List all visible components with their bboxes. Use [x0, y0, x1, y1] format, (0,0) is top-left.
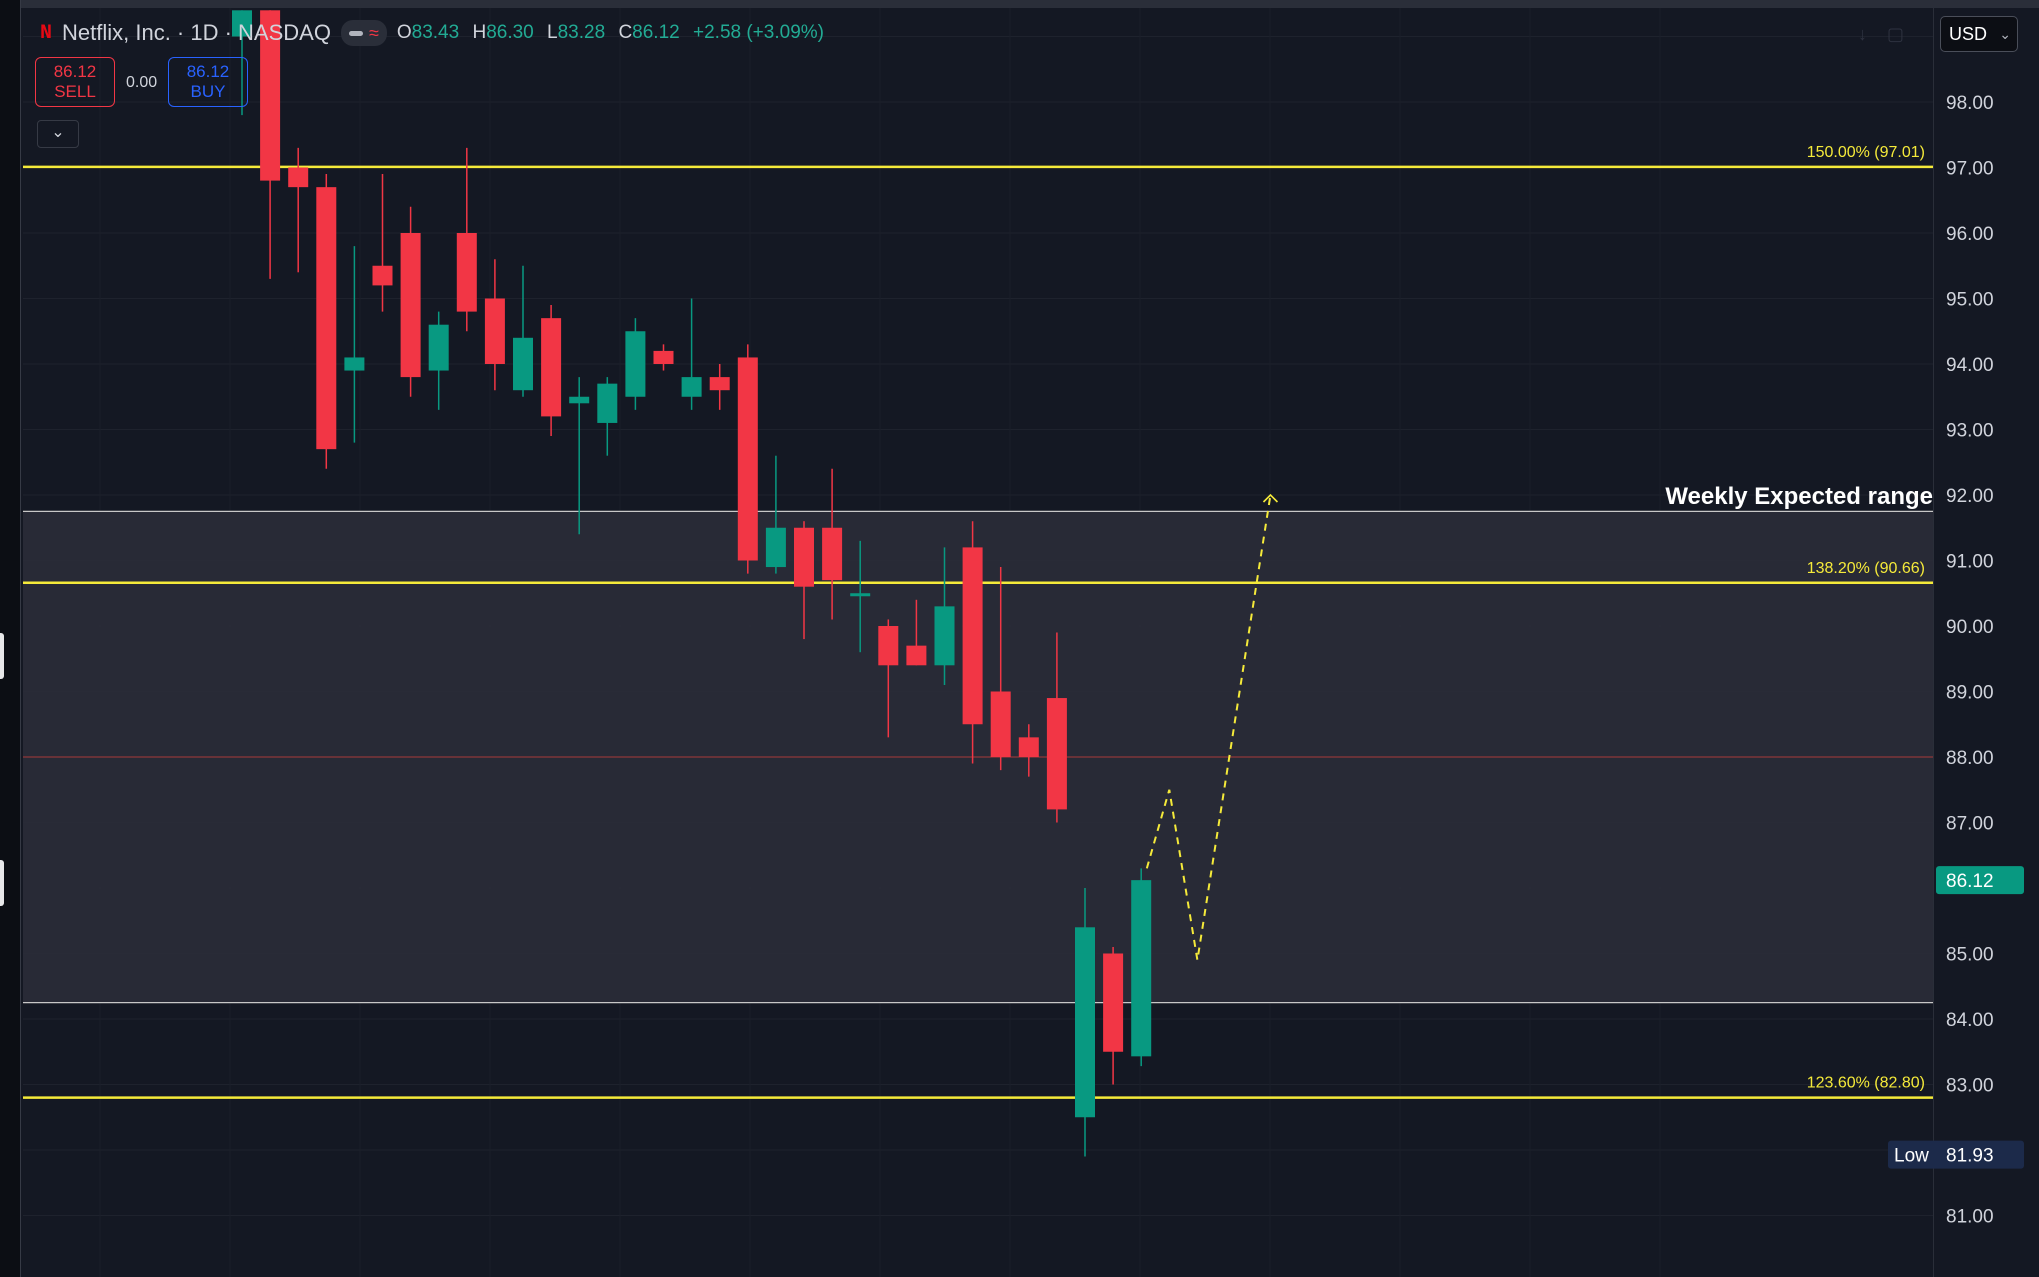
currency-select[interactable]: USD ⌄ — [1940, 16, 2018, 52]
candle-body — [737, 357, 758, 561]
range-label: Weekly Expected range — [1665, 483, 1933, 510]
chevron-down-icon: ⌄ — [51, 124, 65, 141]
minus-icon — [348, 30, 363, 36]
tick-label: 98.00 — [1946, 93, 1994, 114]
netflix-logo-icon: N — [40, 21, 53, 45]
candle-body — [456, 233, 477, 312]
candle-body — [400, 233, 421, 378]
buy-label: BUY — [190, 82, 226, 101]
price-badges: 86.12 Low 81.93 — [1888, 866, 2024, 1169]
candle-body — [316, 187, 337, 450]
chevron-down-icon: ⌄ — [1999, 26, 2011, 42]
candle-body — [1131, 880, 1152, 1057]
candle-body — [288, 167, 309, 188]
tick-label: 97.00 — [1946, 159, 1994, 180]
low-value: 83.28 — [557, 22, 606, 43]
candle-body — [597, 383, 618, 423]
candle-body — [344, 357, 365, 371]
visibility-toggle[interactable]: ≈ — [340, 20, 387, 46]
last-price-label: 86.12 — [1946, 871, 1994, 892]
candle-body — [906, 645, 927, 666]
candle-body — [934, 606, 955, 666]
candle-body — [513, 337, 533, 391]
candle-body — [1075, 927, 1095, 1118]
candle-body — [1103, 953, 1124, 1052]
symbol-legend: N Netflix, Inc. · 1D · NASDAQ ≈ O83.43 H… — [40, 20, 824, 46]
candle-body — [794, 527, 814, 587]
buy-price: 86.12 — [186, 62, 230, 81]
tick-label: 81.00 — [1946, 1207, 1994, 1228]
tick-label: 94.00 — [1946, 355, 1994, 376]
tick-label: 96.00 — [1946, 224, 1994, 245]
projection-line — [1145, 494, 1272, 961]
candle-body — [962, 547, 983, 725]
ohlc-values: O83.43 H86.30 L83.28 C86.12 +2.58 (+3.09… — [396, 22, 824, 43]
candle-body — [484, 298, 505, 364]
candle-body — [569, 396, 590, 404]
high-value: 86.30 — [486, 22, 534, 43]
price-axis: 98.00 97.00 96.00 95.00 94.00 93.00 92.00 91.00… — [1933, 8, 1994, 1277]
low-label: Low — [1894, 1146, 1929, 1167]
sell-price: 86.12 — [53, 62, 97, 81]
candle-body — [1018, 737, 1039, 757]
left-toolbar — [0, 0, 21, 1277]
candle-body — [232, 10, 252, 37]
tick-label: 85.00 — [1946, 945, 1994, 966]
toolbar-icons: ↓▢ — [1858, 24, 1924, 45]
tick-label: 83.00 — [1946, 1076, 1994, 1097]
candles — [232, 10, 1152, 1157]
fib-label: 150.00% (97.01) — [1807, 144, 1925, 161]
candle-body — [990, 691, 1011, 757]
tick-label: 93.00 — [1946, 421, 1994, 442]
top-border — [0, 0, 2039, 8]
candle-body — [709, 377, 730, 391]
candle-body — [850, 593, 871, 597]
arrow-down-icon[interactable]: ↓ — [1858, 24, 1887, 44]
tick-label: 92.00 — [1946, 486, 1994, 507]
tick-label: 89.00 — [1946, 683, 1994, 704]
candle-body — [372, 265, 393, 286]
arrow-head-icon — [1262, 493, 1279, 503]
candle-body — [653, 350, 674, 364]
fib-label: 138.20% (90.66) — [1807, 560, 1925, 577]
sell-button[interactable]: 86.12 SELL — [35, 57, 115, 107]
tick-label: 95.00 — [1946, 290, 1994, 311]
tick-label: 91.00 — [1946, 552, 1994, 573]
candle-body — [260, 10, 281, 181]
tick-label: 87.00 — [1946, 814, 1994, 835]
candle-body — [428, 324, 449, 371]
wave-icon: ≈ — [368, 23, 379, 43]
candle-body — [541, 318, 562, 417]
tick-label: 90.00 — [1946, 617, 1994, 638]
square-icon[interactable]: ▢ — [1887, 24, 1925, 44]
low-badge — [1888, 1140, 2024, 1169]
sell-label: SELL — [54, 82, 96, 101]
close-value: 86.12 — [632, 22, 680, 43]
last-price-badge — [1936, 866, 2024, 895]
side-panel-tab[interactable] — [0, 633, 4, 679]
tick-label: 84.00 — [1946, 1010, 1994, 1031]
candle-body — [822, 527, 843, 581]
candle-body — [625, 331, 646, 397]
buy-button[interactable]: 86.12 BUY — [168, 57, 248, 107]
symbol-title[interactable]: Netflix, Inc. · 1D · NASDAQ — [62, 20, 331, 45]
projection-path — [1145, 493, 1279, 961]
tick-label: 88.00 — [1946, 748, 1994, 769]
candle-body — [878, 626, 899, 666]
change-value: +2.58 (+3.09%) — [693, 22, 824, 43]
candle-body — [681, 377, 702, 397]
side-panel-tab[interactable] — [0, 860, 4, 906]
low-value: 81.93 — [1946, 1146, 1994, 1167]
candle-body — [765, 527, 786, 568]
currency-label: USD — [1949, 24, 1988, 44]
fib-label: 123.60% (82.80) — [1807, 1075, 1925, 1092]
candle-body — [1046, 698, 1067, 810]
open-value: 83.43 — [411, 22, 460, 43]
spread-value: 0.00 — [126, 74, 158, 91]
collapse-button[interactable]: ⌄ — [37, 120, 79, 148]
